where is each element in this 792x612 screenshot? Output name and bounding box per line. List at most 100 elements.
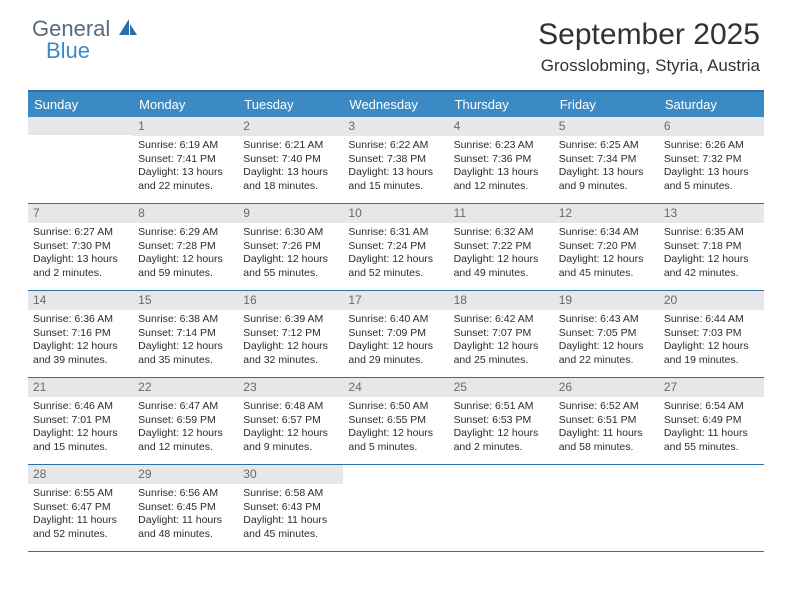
weekday-header: Sunday Monday Tuesday Wednesday Thursday…: [28, 92, 764, 117]
calendar-cell: 18Sunrise: 6:42 AMSunset: 7:07 PMDayligh…: [449, 291, 554, 377]
day-number: 3: [343, 117, 448, 136]
day-number: 11: [449, 204, 554, 223]
daylight-text: Daylight: 11 hours: [664, 427, 759, 440]
cell-body: Sunrise: 6:29 AMSunset: 7:28 PMDaylight:…: [133, 223, 238, 286]
daylight-text: and 42 minutes.: [664, 267, 759, 280]
daylight-text: and 29 minutes.: [348, 354, 443, 367]
weekday-label: Monday: [133, 92, 238, 117]
daylight-text: and 32 minutes.: [243, 354, 338, 367]
cell-body: Sunrise: 6:26 AMSunset: 7:32 PMDaylight:…: [659, 136, 764, 199]
day-number: 26: [554, 378, 659, 397]
page-title: September 2025: [538, 18, 760, 52]
daylight-text: Daylight: 13 hours: [664, 166, 759, 179]
daylight-text: and 39 minutes.: [33, 354, 128, 367]
sunrise-text: Sunrise: 6:32 AM: [454, 226, 549, 239]
day-number: 24: [343, 378, 448, 397]
calendar-cell: 12Sunrise: 6:34 AMSunset: 7:20 PMDayligh…: [554, 204, 659, 290]
day-number: 6: [659, 117, 764, 136]
day-number: 12: [554, 204, 659, 223]
sunset-text: Sunset: 7:03 PM: [664, 327, 759, 340]
weekday-label: Tuesday: [238, 92, 343, 117]
sunset-text: Sunset: 6:59 PM: [138, 414, 233, 427]
sunset-text: Sunset: 7:01 PM: [33, 414, 128, 427]
calendar-cell: 7Sunrise: 6:27 AMSunset: 7:30 PMDaylight…: [28, 204, 133, 290]
daylight-text: Daylight: 12 hours: [348, 340, 443, 353]
calendar-cell: ..: [449, 465, 554, 551]
sunrise-text: Sunrise: 6:58 AM: [243, 487, 338, 500]
daylight-text: Daylight: 13 hours: [559, 166, 654, 179]
logo-text: General Blue: [32, 18, 138, 62]
daylight-text: and 5 minutes.: [348, 441, 443, 454]
weekday-label: Sunday: [28, 92, 133, 117]
sunset-text: Sunset: 7:07 PM: [454, 327, 549, 340]
sunset-text: Sunset: 7:38 PM: [348, 153, 443, 166]
calendar-cell: 22Sunrise: 6:47 AMSunset: 6:59 PMDayligh…: [133, 378, 238, 464]
cell-body: Sunrise: 6:42 AMSunset: 7:07 PMDaylight:…: [449, 310, 554, 373]
sunrise-text: Sunrise: 6:54 AM: [664, 400, 759, 413]
calendar-cell: ..: [343, 465, 448, 551]
sunset-text: Sunset: 6:53 PM: [454, 414, 549, 427]
sunset-text: Sunset: 7:41 PM: [138, 153, 233, 166]
daylight-text: Daylight: 13 hours: [454, 166, 549, 179]
logo-line2: Blue: [46, 40, 138, 62]
daylight-text: and 12 minutes.: [454, 180, 549, 193]
daylight-text: Daylight: 12 hours: [348, 427, 443, 440]
day-number: 1: [133, 117, 238, 136]
calendar-cell: ..: [659, 465, 764, 551]
cell-body: Sunrise: 6:55 AMSunset: 6:47 PMDaylight:…: [28, 484, 133, 547]
sunset-text: Sunset: 6:57 PM: [243, 414, 338, 427]
day-number: .: [28, 117, 133, 135]
calendar-week: 14Sunrise: 6:36 AMSunset: 7:16 PMDayligh…: [28, 291, 764, 378]
daylight-text: Daylight: 12 hours: [664, 340, 759, 353]
sunset-text: Sunset: 6:43 PM: [243, 501, 338, 514]
cell-body: Sunrise: 6:35 AMSunset: 7:18 PMDaylight:…: [659, 223, 764, 286]
calendar-cell: ..: [28, 117, 133, 203]
daylight-text: Daylight: 12 hours: [664, 253, 759, 266]
sunrise-text: Sunrise: 6:42 AM: [454, 313, 549, 326]
sunset-text: Sunset: 7:12 PM: [243, 327, 338, 340]
sunrise-text: Sunrise: 6:30 AM: [243, 226, 338, 239]
sunrise-text: Sunrise: 6:52 AM: [559, 400, 654, 413]
calendar-cell: 1Sunrise: 6:19 AMSunset: 7:41 PMDaylight…: [133, 117, 238, 203]
day-number: 7: [28, 204, 133, 223]
sunset-text: Sunset: 7:32 PM: [664, 153, 759, 166]
calendar-cell: 26Sunrise: 6:52 AMSunset: 6:51 PMDayligh…: [554, 378, 659, 464]
day-number: 29: [133, 465, 238, 484]
calendar-cell: 5Sunrise: 6:25 AMSunset: 7:34 PMDaylight…: [554, 117, 659, 203]
day-number: 5: [554, 117, 659, 136]
day-number: 16: [238, 291, 343, 310]
cell-body: Sunrise: 6:46 AMSunset: 7:01 PMDaylight:…: [28, 397, 133, 460]
day-number: 10: [343, 204, 448, 223]
calendar-cell: 6Sunrise: 6:26 AMSunset: 7:32 PMDaylight…: [659, 117, 764, 203]
cell-body: Sunrise: 6:25 AMSunset: 7:34 PMDaylight:…: [554, 136, 659, 199]
daylight-text: and 9 minutes.: [243, 441, 338, 454]
calendar-week: 28Sunrise: 6:55 AMSunset: 6:47 PMDayligh…: [28, 465, 764, 552]
calendar-week: ..1Sunrise: 6:19 AMSunset: 7:41 PMDaylig…: [28, 117, 764, 204]
calendar-cell: 15Sunrise: 6:38 AMSunset: 7:14 PMDayligh…: [133, 291, 238, 377]
sunrise-text: Sunrise: 6:23 AM: [454, 139, 549, 152]
sunrise-text: Sunrise: 6:47 AM: [138, 400, 233, 413]
calendar-cell: 9Sunrise: 6:30 AMSunset: 7:26 PMDaylight…: [238, 204, 343, 290]
day-number: 14: [28, 291, 133, 310]
cell-body: Sunrise: 6:23 AMSunset: 7:36 PMDaylight:…: [449, 136, 554, 199]
sunrise-text: Sunrise: 6:50 AM: [348, 400, 443, 413]
calendar-cell: 10Sunrise: 6:31 AMSunset: 7:24 PMDayligh…: [343, 204, 448, 290]
sunset-text: Sunset: 7:09 PM: [348, 327, 443, 340]
daylight-text: and 19 minutes.: [664, 354, 759, 367]
daylight-text: and 48 minutes.: [138, 528, 233, 541]
cell-body: Sunrise: 6:27 AMSunset: 7:30 PMDaylight:…: [28, 223, 133, 286]
sunset-text: Sunset: 7:22 PM: [454, 240, 549, 253]
daylight-text: Daylight: 11 hours: [33, 514, 128, 527]
cell-body: Sunrise: 6:32 AMSunset: 7:22 PMDaylight:…: [449, 223, 554, 286]
daylight-text: and 45 minutes.: [559, 267, 654, 280]
title-block: September 2025 Grosslobming, Styria, Aus…: [538, 18, 760, 76]
day-number: 28: [28, 465, 133, 484]
day-number: 8: [133, 204, 238, 223]
day-number: 17: [343, 291, 448, 310]
daylight-text: Daylight: 12 hours: [33, 427, 128, 440]
cell-body: Sunrise: 6:39 AMSunset: 7:12 PMDaylight:…: [238, 310, 343, 373]
daylight-text: Daylight: 11 hours: [243, 514, 338, 527]
sunrise-text: Sunrise: 6:26 AM: [664, 139, 759, 152]
calendar-cell: 17Sunrise: 6:40 AMSunset: 7:09 PMDayligh…: [343, 291, 448, 377]
cell-body: Sunrise: 6:30 AMSunset: 7:26 PMDaylight:…: [238, 223, 343, 286]
